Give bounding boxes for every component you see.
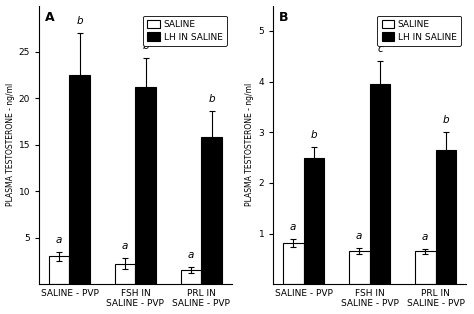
Bar <box>283 243 304 284</box>
Legend: SALINE, LH IN SALINE: SALINE, LH IN SALINE <box>377 16 461 46</box>
Bar <box>181 270 201 284</box>
Bar <box>436 150 456 284</box>
Bar <box>136 87 156 284</box>
Y-axis label: PLASMA TESTOSTERONE - ng/ml: PLASMA TESTOSTERONE - ng/ml <box>6 83 15 207</box>
Bar <box>370 84 391 284</box>
Bar <box>49 256 70 284</box>
Text: a: a <box>422 232 428 242</box>
Text: a: a <box>290 222 296 232</box>
Bar <box>115 264 136 284</box>
Text: b: b <box>143 41 149 51</box>
Legend: SALINE, LH IN SALINE: SALINE, LH IN SALINE <box>143 16 227 46</box>
Bar <box>415 251 436 284</box>
Text: a: a <box>122 241 128 251</box>
Text: a: a <box>56 235 62 245</box>
Bar <box>304 158 325 284</box>
Text: A: A <box>45 11 55 24</box>
Bar <box>349 251 370 284</box>
Text: B: B <box>279 11 289 24</box>
Text: a: a <box>356 231 362 241</box>
Text: b: b <box>209 95 215 105</box>
Text: b: b <box>77 16 83 26</box>
Text: b: b <box>311 130 318 140</box>
Bar <box>201 138 222 284</box>
Text: c: c <box>377 44 383 54</box>
Text: b: b <box>443 115 449 125</box>
Y-axis label: PLASMA TESTOSTERONE - ng/ml: PLASMA TESTOSTERONE - ng/ml <box>246 83 255 207</box>
Bar <box>70 75 91 284</box>
Text: a: a <box>188 251 194 261</box>
